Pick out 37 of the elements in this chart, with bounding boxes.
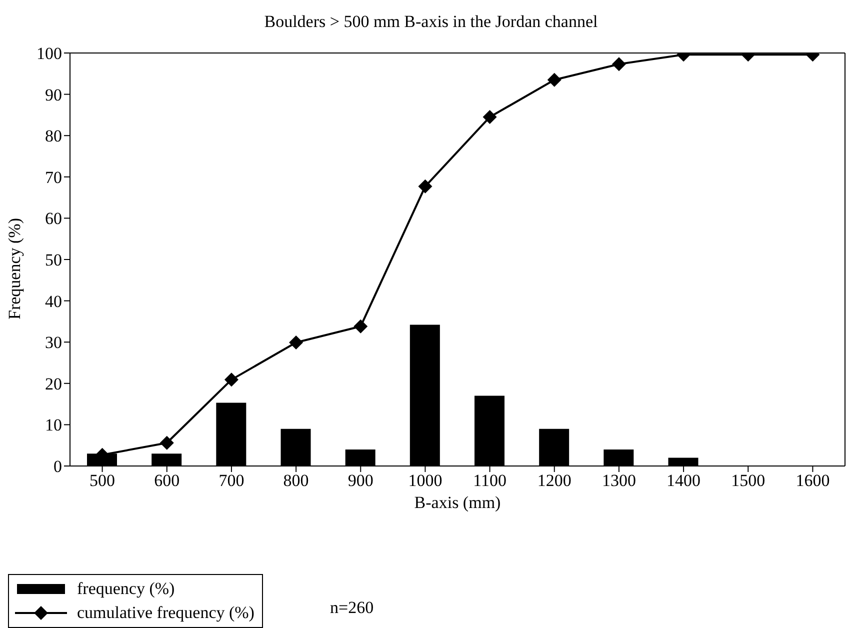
x-tick-label: 1000 [408, 471, 442, 490]
x-tick-label: 600 [154, 471, 180, 490]
x-tick-label: 1200 [537, 471, 572, 490]
point [354, 319, 368, 334]
x-tick-label: 1300 [602, 471, 636, 490]
y-tick-label: 90 [45, 85, 62, 104]
x-tick-label: 700 [218, 471, 244, 490]
point [482, 110, 497, 124]
legend-label: cumulative frequency (%) [77, 603, 254, 623]
y-tick-label: 60 [45, 209, 62, 228]
y-tick-label: 50 [45, 250, 62, 270]
x-tick-label: 1400 [666, 471, 701, 490]
x-tick-label: 800 [283, 471, 309, 490]
y-tick-label: 40 [45, 292, 62, 311]
point [418, 179, 432, 194]
y-tick-label: 100 [36, 44, 62, 64]
x-tick-label: 900 [348, 471, 374, 490]
x-tick-label: 1100 [473, 471, 506, 490]
x-axis-title: B-axis (mm) [414, 493, 501, 512]
text: n=260 [330, 598, 374, 618]
y-axis-title: Frequency (%) [5, 218, 24, 320]
y-tick-label: 30 [45, 333, 62, 352]
y-tick-label: 20 [45, 374, 62, 394]
y-tick-label: 80 [45, 126, 62, 146]
point [224, 372, 238, 387]
legend-label: frequency (%) [77, 579, 175, 599]
y-tick-label: 70 [45, 168, 62, 187]
point [547, 72, 562, 87]
chart-title: Boulders > 500 mm B-axis in the Jordan channel [263, 12, 599, 32]
y-tick-label: 10 [45, 416, 62, 435]
x-tick-label: 1600 [796, 471, 830, 490]
x-tick-label: 1500 [731, 471, 766, 490]
x-tick-label: 500 [90, 471, 116, 490]
y-tick-label: 0 [54, 457, 62, 476]
point [289, 336, 304, 350]
point [160, 436, 174, 450]
point [612, 57, 626, 72]
